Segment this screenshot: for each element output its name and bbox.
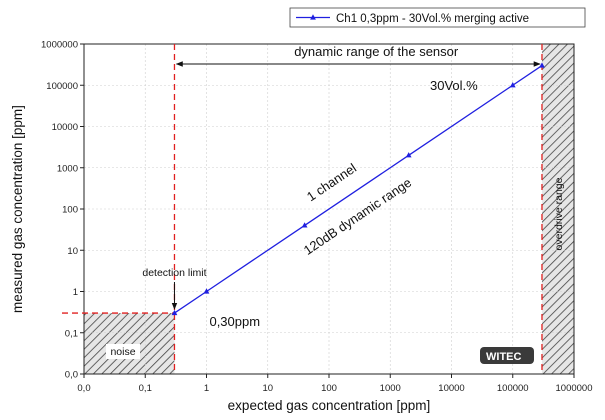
witec-logo: WITEC [480, 347, 534, 364]
x-tick-label: 10 [262, 383, 273, 394]
y-tick-label: 10 [67, 246, 78, 257]
y-axis-title: measured gas concentration [ppm] [10, 105, 25, 313]
series-point [171, 309, 178, 316]
witec-logo-text: WITEC [486, 351, 521, 363]
y-tick-label: 10000 [52, 122, 78, 133]
series-ch1 [171, 62, 545, 316]
x-axis-title: expected gas concentration [ppm] [228, 398, 431, 413]
x-tick-label: 0,0 [77, 383, 90, 394]
x-tick-label: 100 [321, 383, 337, 394]
thirty-vol-label: 30Vol.% [430, 78, 478, 93]
x-tick-label: 1 [204, 383, 209, 394]
noise-label: noise [110, 346, 135, 358]
y-tick-label: 0,0 [65, 370, 78, 381]
legend-series-label: Ch1 0,3ppm - 30Vol.% merging active [336, 13, 529, 25]
one-channel-label: 1 channel [304, 160, 359, 204]
series-point [509, 82, 516, 88]
y-tick-label: 0,1 [65, 328, 78, 339]
y-tick-label: 1000 [57, 163, 78, 174]
detection-point-label: 0,30ppm [209, 314, 260, 329]
x-tick-label: 0,1 [139, 383, 152, 394]
x-axis-ticks: 0,0 0,1 1 10 100 1000 10000 100000 1000000 [77, 374, 592, 394]
noise-region [84, 313, 175, 374]
series-point [203, 288, 210, 294]
overdrive-range-label: overdrive range [553, 177, 565, 250]
x-tick-label: 10000 [438, 383, 464, 394]
x-tick-label: 1000 [380, 383, 401, 394]
detection-limit-label: detection limit [142, 267, 206, 279]
y-tick-label: 1000000 [41, 40, 78, 51]
y-axis-ticks: 0,0 0,1 1 10 100 1000 10000 100000 1000000 [41, 40, 84, 381]
series-point [405, 152, 412, 158]
legend-series-marker [310, 14, 316, 20]
series-line [174, 65, 543, 314]
noise-label-background [106, 344, 140, 359]
plot-area [83, 43, 575, 375]
y-tick-label: 100000 [46, 81, 78, 92]
dynamic-range-label: dynamic range of the sensor [294, 44, 459, 59]
y-tick-label: 1 [73, 287, 78, 298]
y-tick-label: 100 [62, 205, 78, 216]
series-point [301, 222, 308, 228]
legend: Ch1 0,3ppm - 30Vol.% merging active [289, 7, 586, 28]
x-tick-label: 100000 [497, 383, 529, 394]
x-tick-label: 1000000 [556, 383, 593, 394]
